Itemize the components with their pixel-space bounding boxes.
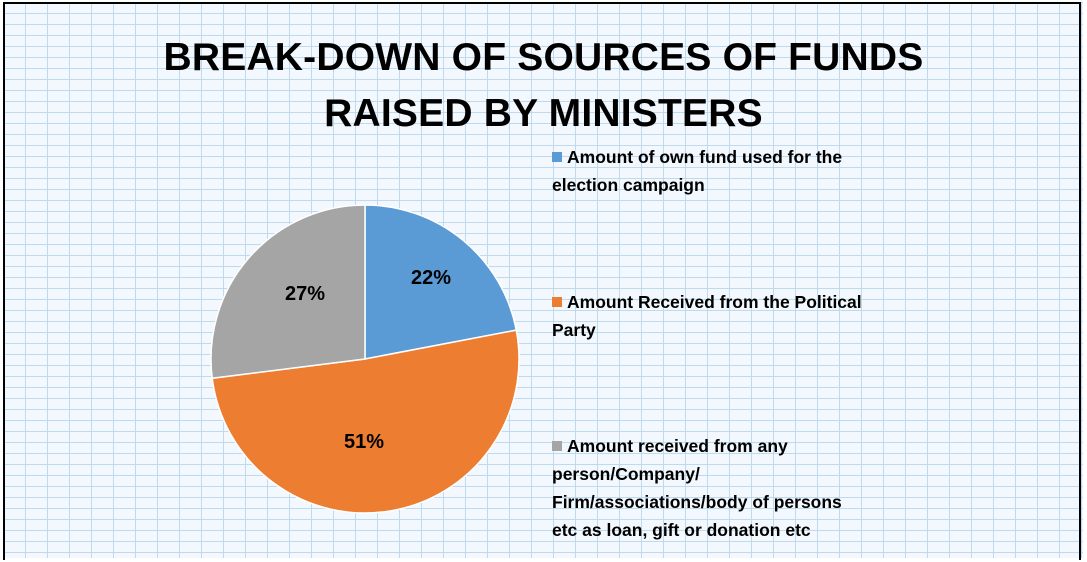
chart-border-left bbox=[3, 2, 5, 560]
chart-border-right bbox=[1079, 2, 1081, 560]
legend-label-political-party-line-1: Amount Received from the Political bbox=[567, 292, 862, 312]
pie-slice-other-sources bbox=[210, 204, 366, 380]
legend-item-own-fund: Amount of own fund used for the election… bbox=[552, 143, 972, 199]
legend-label-other-sources-line-3: Firm/associations/body of persons bbox=[552, 492, 842, 512]
legend-label-other-sources-line-4: etc as loan, gift or donation etc bbox=[552, 520, 811, 540]
data-label-own-fund: 22% bbox=[411, 267, 451, 289]
legend-item-political-party: Amount Received from the Political Party bbox=[552, 288, 972, 344]
chart-title-line-1: BREAK-DOWN OF SOURCES OF FUNDS bbox=[163, 36, 924, 79]
legend-label-other-sources-line-2: person/Company/ bbox=[552, 464, 700, 484]
data-label-other-sources: 27% bbox=[285, 283, 325, 305]
legend-swatch-other-sources bbox=[552, 441, 562, 451]
legend-swatch-political-party bbox=[552, 297, 562, 307]
pie-slice-political-party bbox=[211, 329, 520, 514]
legend-label-own-fund-line-2: election campaign bbox=[552, 175, 705, 195]
chart-area bbox=[3, 2, 1083, 558]
legend-swatch-own-fund bbox=[552, 152, 562, 162]
legend-label-own-fund-line-1: Amount of own fund used for the bbox=[567, 147, 843, 167]
pie-slice-own-fund bbox=[364, 204, 518, 360]
chart-title-line-2: RAISED BY MINISTERS bbox=[324, 92, 763, 135]
legend-label-political-party-line-2: Party bbox=[552, 320, 596, 340]
legend-item-other-sources: Amount received from any person/Company/… bbox=[552, 432, 972, 544]
data-label-political-party: 51% bbox=[344, 431, 384, 453]
chart-border-top bbox=[3, 2, 1081, 4]
legend-label-other-sources-line-1: Amount received from any bbox=[567, 436, 788, 456]
